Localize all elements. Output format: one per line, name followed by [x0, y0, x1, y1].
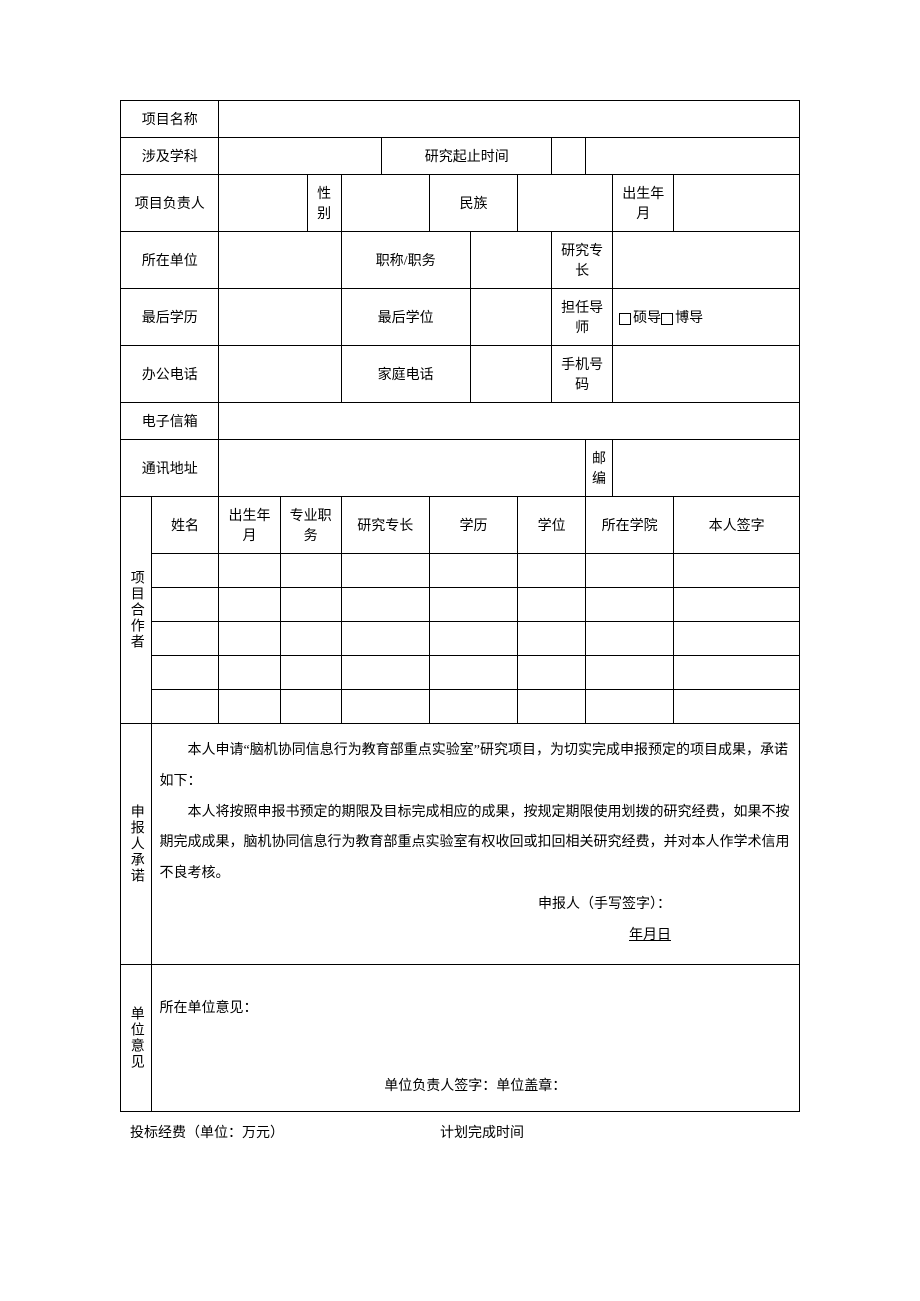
field-postcode[interactable]: [613, 440, 800, 497]
field-project-name[interactable]: [219, 101, 800, 138]
label-master-sup: 硕导: [633, 311, 661, 326]
label-project-name: 项目名称: [121, 101, 219, 138]
col-header-title: 专业职务: [280, 497, 341, 554]
field-research-specialty[interactable]: [613, 232, 800, 289]
col-header-specialty: 研究专长: [341, 497, 429, 554]
bottom-info: 投标经费（单位：万元） 计划完成时间: [120, 1122, 800, 1142]
label-ethnicity: 民族: [429, 175, 517, 232]
field-home-phone[interactable]: [470, 346, 551, 403]
field-project-leader[interactable]: [219, 175, 307, 232]
label-bid-budget: 投标经费（单位：万元）: [130, 1122, 440, 1142]
unit-opinion-content: 所在单位意见： 单位负责人签字：单位盖章：: [151, 964, 799, 1111]
col-header-college: 所在学院: [586, 497, 674, 554]
field-supervisor-role[interactable]: 硕导博导: [613, 289, 800, 346]
field-last-degree[interactable]: [470, 289, 551, 346]
field-address[interactable]: [219, 440, 586, 497]
label-project-leader: 项目负责人: [121, 175, 219, 232]
label-unit-opinion: 单位意见: [121, 964, 152, 1111]
label-mobile: 手机号码: [552, 346, 613, 403]
field-mobile[interactable]: [613, 346, 800, 403]
label-applicant-commitment: 申报人承诺: [121, 724, 152, 965]
field-subjects[interactable]: [219, 138, 382, 175]
unit-leader-sig: 单位负责人签字：单位盖章：: [160, 1023, 791, 1101]
field-last-education[interactable]: [219, 289, 341, 346]
field-ethnicity[interactable]: [518, 175, 613, 232]
label-planned-completion: 计划完成时间: [440, 1122, 524, 1142]
col-header-degree: 学位: [518, 497, 586, 554]
commitment-p1: 本人申请“脑机协同信息行为教育部重点实验室”研究项目，为切实完成申报预定的项目成…: [160, 736, 791, 798]
checkbox-master[interactable]: [619, 313, 631, 325]
label-subjects: 涉及学科: [121, 138, 219, 175]
field-research-period-1[interactable]: [552, 138, 586, 175]
field-gender[interactable]: [341, 175, 429, 232]
collaborator-row: [121, 554, 800, 588]
label-gender: 性别: [307, 175, 341, 232]
label-email: 电子信箱: [121, 403, 219, 440]
commitment-p2: 本人将按照申报书预定的期限及目标完成相应的成果，按规定期限使用划拨的研究经费，如…: [160, 798, 791, 890]
label-last-education: 最后学历: [121, 289, 219, 346]
field-email[interactable]: [219, 403, 800, 440]
field-title-position[interactable]: [470, 232, 551, 289]
field-office-phone[interactable]: [219, 346, 341, 403]
collaborator-row: [121, 588, 800, 622]
application-form-table: 项目名称 涉及学科 研究起止时间 项目负责人 性别 民族 出生年月 所在单位 职…: [120, 100, 800, 1112]
label-research-specialty: 研究专长: [552, 232, 613, 289]
field-birth-date[interactable]: [674, 175, 800, 232]
collaborator-row: [121, 690, 800, 724]
field-research-period-2[interactable]: [586, 138, 800, 175]
label-postcode: 邮编: [586, 440, 613, 497]
label-unit: 所在单位: [121, 232, 219, 289]
applicant-signature-label: 申报人（手写签字）：: [160, 890, 791, 921]
checkbox-doctor[interactable]: [661, 313, 673, 325]
label-office-phone: 办公电话: [121, 346, 219, 403]
label-doctor-sup: 博导: [675, 311, 703, 326]
col-header-name: 姓名: [151, 497, 219, 554]
label-research-period: 研究起止时间: [382, 138, 552, 175]
col-header-signature: 本人签字: [674, 497, 800, 554]
field-unit[interactable]: [219, 232, 341, 289]
col-header-education: 学历: [429, 497, 517, 554]
label-collaborators: 项目合作者: [121, 497, 152, 724]
collaborator-row: [121, 622, 800, 656]
col-header-birth: 出生年月: [219, 497, 280, 554]
label-address: 通讯地址: [121, 440, 219, 497]
label-birth-date: 出生年月: [613, 175, 674, 232]
label-supervisor-role: 担任导师: [552, 289, 613, 346]
commitment-content: 本人申请“脑机协同信息行为教育部重点实验室”研究项目，为切实完成申报预定的项目成…: [151, 724, 799, 965]
label-last-degree: 最后学位: [341, 289, 470, 346]
unit-opinion-label: 所在单位意见：: [160, 995, 791, 1023]
label-title-position: 职称/职务: [341, 232, 470, 289]
collaborator-row: [121, 656, 800, 690]
label-home-phone: 家庭电话: [341, 346, 470, 403]
applicant-signature-date: 年月日: [160, 921, 791, 952]
